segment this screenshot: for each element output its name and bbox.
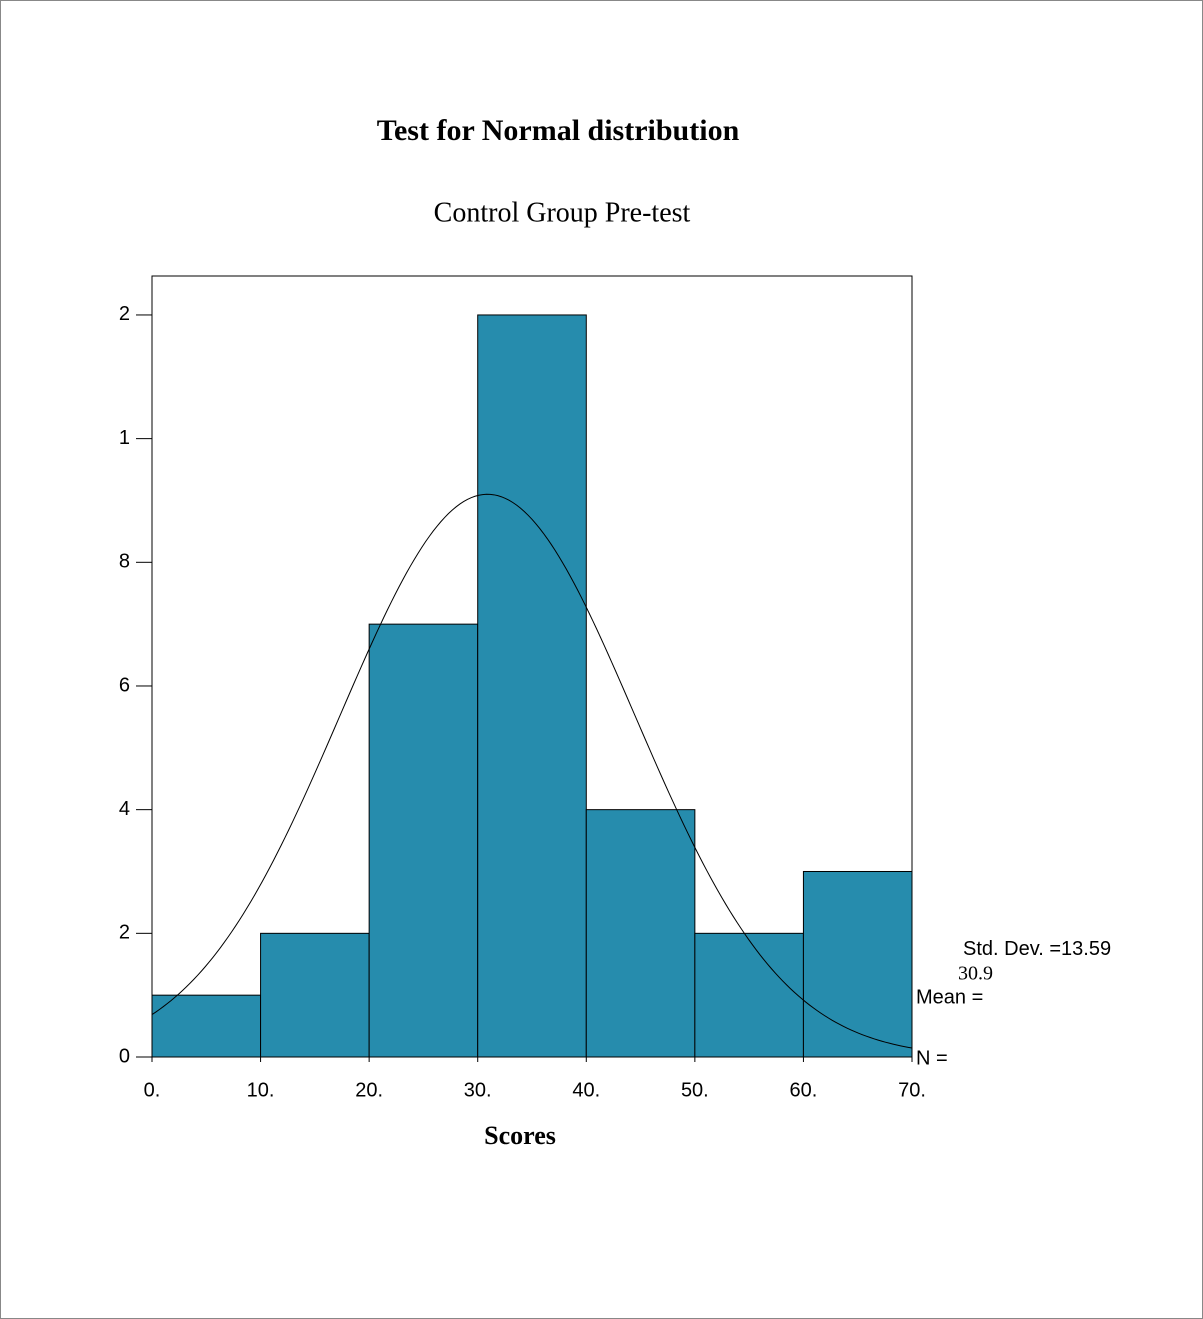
y-tick-label: 8 — [119, 551, 130, 573]
x-tick-label: 50. — [681, 1079, 709, 1101]
std-dev-value: 13.59 — [1061, 938, 1111, 960]
bar — [151, 994, 262, 1058]
chart-subtitle: Control Group Pre-test — [434, 197, 691, 228]
y-tick-label: 0 — [119, 1045, 130, 1067]
mean-label: Mean = — [916, 986, 983, 1008]
x-tick-label: 0. — [144, 1079, 161, 1101]
y-tick-label: 2 — [119, 303, 130, 325]
bar — [477, 314, 587, 1058]
std-dev-label: Std. Dev. = — [963, 938, 1061, 960]
x-tick-label: 60. — [790, 1079, 818, 1101]
bar — [260, 932, 370, 1058]
y-tick-label: 6 — [119, 674, 130, 696]
bar — [694, 932, 804, 1058]
n-label: N = — [916, 1047, 948, 1069]
bar — [802, 870, 913, 1058]
bar — [585, 809, 696, 1058]
x-tick-label: 70. — [898, 1079, 926, 1101]
y-tick-label: 2 — [119, 922, 130, 944]
y-tick-label: 4 — [119, 798, 130, 820]
x-axis-label: Scores — [484, 1121, 556, 1150]
normal-curve — [151, 493, 913, 1049]
y-tick-label: 1 — [119, 427, 130, 449]
mean-value: 30.9 — [958, 963, 993, 985]
x-tick-label: 20. — [355, 1079, 383, 1101]
std-dev-annotation: Std. Dev. =13.59 — [963, 938, 1111, 960]
bar — [368, 623, 479, 1058]
x-tick-label: 10. — [247, 1079, 275, 1101]
x-tick-label: 30. — [464, 1079, 492, 1101]
chart-title: Test for Normal distribution — [377, 114, 740, 147]
x-tick-label: 40. — [572, 1079, 600, 1101]
